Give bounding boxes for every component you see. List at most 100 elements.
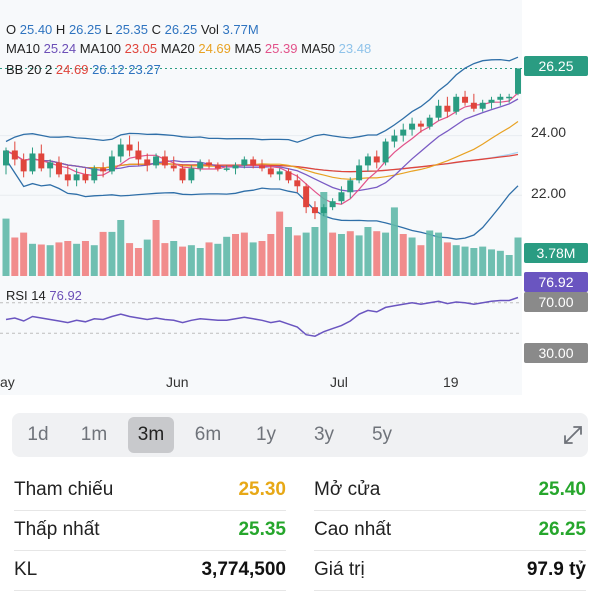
ma5-label: MA5 xyxy=(234,41,262,56)
volume-bar xyxy=(470,248,478,276)
rsi-panel xyxy=(0,296,522,337)
ohlc-row: O 25.40 H 26.25 L 25.35 C 26.25 Vol 3.77… xyxy=(6,22,259,38)
open-label: Mở cửa xyxy=(314,479,381,500)
volume-bar xyxy=(479,246,487,276)
candle-body xyxy=(179,168,186,181)
bb-mid-value: 26.12 xyxy=(92,62,125,77)
volume-bar xyxy=(134,248,142,276)
candle-body xyxy=(426,117,433,127)
ma100-value: 23.05 xyxy=(124,41,158,56)
bb-upper-value: 24.69 xyxy=(55,62,89,77)
candle-body xyxy=(47,162,54,169)
candle-body xyxy=(462,96,469,103)
expand-icon[interactable] xyxy=(561,423,585,447)
candle-body xyxy=(497,96,504,100)
rsi-line xyxy=(5,296,519,337)
candle-body xyxy=(311,207,318,214)
candle-body xyxy=(11,150,18,160)
candle-body xyxy=(126,144,133,151)
chart-area[interactable]: O 25.40 H 26.25 L 25.35 C 26.25 Vol 3.77… xyxy=(0,0,600,400)
candle-body xyxy=(250,159,257,166)
candle-body xyxy=(267,168,274,175)
candle-body xyxy=(338,192,345,202)
volume-bar xyxy=(258,241,266,276)
timeframe-1m[interactable]: 1m xyxy=(80,424,108,445)
timeframe-3y[interactable]: 3y xyxy=(313,424,335,445)
volume-bar xyxy=(382,232,390,276)
h-label: H xyxy=(55,22,66,37)
candle-body xyxy=(506,96,513,99)
candle-body xyxy=(29,153,36,172)
candle-body xyxy=(276,171,283,175)
candle-body xyxy=(320,207,327,214)
volume-bars xyxy=(2,192,522,276)
ma50-value: 23.48 xyxy=(338,41,372,56)
grid xyxy=(0,67,522,196)
timeframe-3m[interactable]: 3m xyxy=(128,417,174,453)
rsi-value: 76.92 xyxy=(49,288,82,303)
stat-open: Mở cửa 25.40 xyxy=(314,470,586,511)
volume-bar xyxy=(408,237,416,276)
candle-body xyxy=(417,123,424,127)
o-label: O xyxy=(6,22,17,37)
volume-bar xyxy=(117,220,125,276)
volume-bar xyxy=(293,235,301,276)
volume-bar xyxy=(373,231,381,276)
rsi-label: RSI 14 76.92 xyxy=(6,288,82,303)
high-value: 26.25 xyxy=(68,22,102,37)
candle-body xyxy=(117,144,124,157)
candle-body xyxy=(373,156,380,163)
low-label: Thấp nhất xyxy=(14,519,100,540)
ref-label: Tham chiếu xyxy=(14,479,114,500)
rsi-name: RSI 14 xyxy=(6,288,46,303)
candles xyxy=(3,68,521,220)
candle-body xyxy=(294,180,301,187)
volume-bar xyxy=(37,244,45,276)
volume-bar xyxy=(99,231,107,276)
timeframe-selector: 1d 1m 3m 6m 1y 3y 5y xyxy=(12,413,588,457)
volume-bar xyxy=(496,250,504,276)
timeframe-5y[interactable]: 5y xyxy=(371,424,393,445)
volume-bar xyxy=(329,232,337,276)
stat-low: Thấp nhất 25.35 xyxy=(14,510,286,551)
volume-bar xyxy=(337,234,345,276)
stat-value: Giá trị 97.9 tỷ xyxy=(314,550,586,591)
volume-stat-value: 3,774,500 xyxy=(201,559,286,580)
volume-bar xyxy=(302,232,310,276)
value-label: Giá trị xyxy=(314,559,365,580)
volume-bar xyxy=(390,207,398,276)
candle-body xyxy=(444,105,451,112)
ma50-label: MA50 xyxy=(301,41,336,56)
volume-bar xyxy=(443,242,451,276)
timeframe-6m[interactable]: 6m xyxy=(194,424,222,445)
candle-body xyxy=(153,156,160,166)
bb-row: BB 20 2 24.69 26.12 23.27 xyxy=(6,62,161,78)
last-price-tag: 26.25 xyxy=(524,56,588,76)
volume-bar xyxy=(11,237,19,276)
timeframe-1y[interactable]: 1y xyxy=(255,424,277,445)
value-stat-value: 97.9 tỷ xyxy=(526,559,586,580)
volume-bar xyxy=(320,192,328,276)
open-stat-value: 25.40 xyxy=(538,479,586,500)
close-value: 26.25 xyxy=(164,22,198,37)
candle-body xyxy=(303,186,310,208)
candle-body xyxy=(91,168,98,181)
volume-bar xyxy=(196,248,204,276)
stat-volume: KL 3,774,500 xyxy=(14,550,286,591)
x-tick-may: ay xyxy=(0,374,15,390)
volume-bar xyxy=(179,246,187,276)
price-chart[interactable] xyxy=(0,0,600,400)
candle-body xyxy=(329,201,336,208)
price-tick-22: 22.00 xyxy=(531,185,567,201)
candle-body xyxy=(259,165,265,169)
volume-bar xyxy=(126,243,134,276)
high-label: Cao nhất xyxy=(314,519,392,540)
candle-body xyxy=(223,168,230,170)
timeframe-1d[interactable]: 1d xyxy=(27,424,49,445)
price-tick-24: 24.00 xyxy=(531,124,567,140)
candle-body xyxy=(453,96,460,112)
candle-body xyxy=(73,174,80,181)
candle-body xyxy=(55,162,62,175)
ma10-label: MA10 xyxy=(6,41,40,56)
candle-body xyxy=(20,159,27,172)
